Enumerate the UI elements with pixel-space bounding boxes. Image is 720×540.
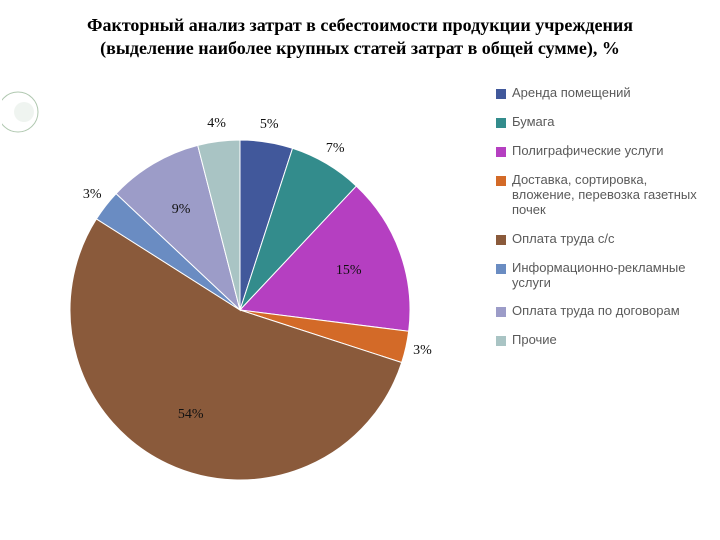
legend-item: Доставка, сортировка, вложение, перевозк… [496, 173, 706, 218]
legend-label: Оплата труда по договорам [512, 304, 706, 319]
legend-item: Бумага [496, 115, 706, 130]
pie-slice-label: 15% [336, 263, 362, 279]
pie-slice-label: 4% [207, 116, 226, 132]
legend-label: Доставка, сортировка, вложение, перевозк… [512, 173, 706, 218]
legend-item: Аренда помещений [496, 86, 706, 101]
legend-label: Прочие [512, 333, 706, 348]
legend-swatch [496, 235, 506, 245]
legend-label: Информационно-рекламные услуги [512, 261, 706, 291]
decor-ring [2, 92, 38, 132]
legend-label: Бумага [512, 115, 706, 130]
legend-label: Аренда помещений [512, 86, 706, 101]
legend-swatch [496, 89, 506, 99]
legend-item: Прочие [496, 333, 706, 348]
legend: Аренда помещений Бумага Полиграфические ус… [496, 86, 706, 362]
pie-slice-label: 7% [326, 141, 345, 157]
legend-item: Информационно-рекламные услуги [496, 261, 706, 291]
legend-item: Полиграфические услуги [496, 144, 706, 159]
decor-dot [14, 102, 34, 122]
pie-slice-label: 9% [172, 202, 191, 218]
pie-slice-label: 54% [178, 407, 204, 423]
legend-label: Полиграфические услуги [512, 144, 706, 159]
legend-swatch [496, 147, 506, 157]
pie-chart: 5% 7% 15% 3% 54% 3% 9% 4% [40, 110, 440, 510]
pie-slice-label: 5% [260, 117, 279, 133]
chart-title: Факторный анализ затрат в себестоимости … [40, 14, 680, 59]
legend-label: Оплата труда с/с [512, 232, 706, 247]
legend-swatch [496, 118, 506, 128]
pie-slice-label: 3% [413, 343, 432, 359]
legend-swatch [496, 264, 506, 274]
legend-swatch [496, 307, 506, 317]
legend-item: Оплата труда с/с [496, 232, 706, 247]
pie-slice-label: 3% [83, 187, 102, 203]
legend-item: Оплата труда по договорам [496, 304, 706, 319]
legend-swatch [496, 336, 506, 346]
legend-swatch [496, 176, 506, 186]
